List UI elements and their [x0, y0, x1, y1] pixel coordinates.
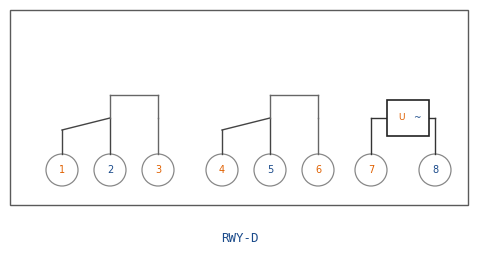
Text: 7: 7 [368, 165, 374, 175]
Text: 5: 5 [267, 165, 273, 175]
Text: 6: 6 [315, 165, 321, 175]
Text: U: U [399, 113, 405, 123]
Bar [10, 10, 468, 205]
Text: 1: 1 [59, 165, 65, 175]
Text: 3: 3 [155, 165, 161, 175]
Text: 2: 2 [107, 165, 113, 175]
Text: 8: 8 [432, 165, 438, 175]
Text: RWY-D: RWY-D [221, 231, 258, 244]
Bar [387, 100, 429, 136]
Text: 4: 4 [219, 165, 225, 175]
Text: ~: ~ [413, 113, 421, 123]
